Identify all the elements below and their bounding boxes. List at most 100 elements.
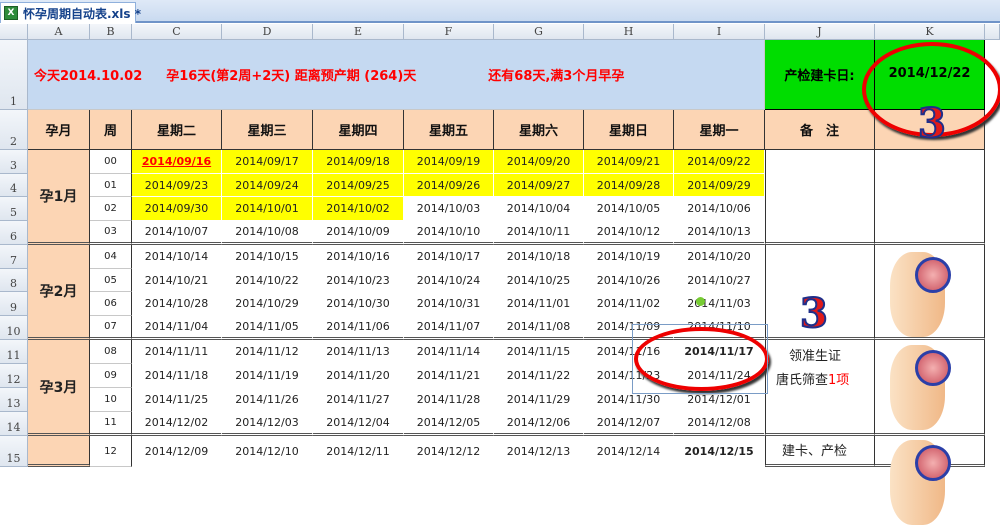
row-header-12[interactable]: 12	[0, 364, 28, 388]
week-cell[interactable]: 01	[90, 174, 132, 197]
image-cell[interactable]	[875, 245, 985, 340]
date-cell[interactable]: 2014/12/05	[404, 412, 494, 436]
date-cell[interactable]: 2014/12/08	[674, 412, 765, 436]
week-cell[interactable]: 05	[90, 269, 132, 292]
week-cell[interactable]: 03	[90, 221, 132, 245]
date-cell[interactable]: 2014/10/19	[584, 245, 674, 269]
row-header-6[interactable]: 6	[0, 221, 28, 245]
date-cell[interactable]: 2014/10/09	[313, 221, 404, 245]
week-cell[interactable]: 11	[90, 412, 132, 436]
date-cell[interactable]: 2014/09/24	[222, 174, 313, 197]
date-cell[interactable]: 2014/10/24	[404, 269, 494, 292]
date-cell[interactable]: 2014/11/15	[494, 340, 584, 364]
column-header-I[interactable]: I	[674, 24, 765, 40]
date-cell[interactable]: 2014/11/19	[222, 364, 313, 388]
date-cell[interactable]: 2014/10/18	[494, 245, 584, 269]
month-cell[interactable]: 孕2月	[28, 245, 90, 340]
date-cell[interactable]: 2014/10/06	[674, 197, 765, 221]
date-cell[interactable]: 2014/11/04	[132, 316, 222, 340]
date-cell[interactable]: 2014/11/27	[313, 388, 404, 412]
date-cell[interactable]: 2014/10/10	[404, 221, 494, 245]
row-header-9[interactable]: 9	[0, 292, 28, 316]
date-cell[interactable]: 2014/10/12	[584, 221, 674, 245]
date-cell[interactable]: 2014/12/04	[313, 412, 404, 436]
date-cell[interactable]: 2014/11/01	[494, 292, 584, 316]
date-cell[interactable]: 2014/10/04	[494, 197, 584, 221]
date-cell[interactable]: 2014/11/22	[494, 364, 584, 388]
date-cell[interactable]: 2014/09/18	[313, 150, 404, 174]
row-header-5[interactable]: 5	[0, 197, 28, 221]
column-header-G[interactable]: G	[494, 24, 584, 40]
card-label[interactable]: 产检建卡日:	[765, 40, 875, 110]
date-cell[interactable]: 2014/10/01	[222, 197, 313, 221]
row-header-7[interactable]: 7	[0, 245, 28, 269]
date-cell[interactable]: 2014/11/05	[222, 316, 313, 340]
date-cell[interactable]: 2014/10/15	[222, 245, 313, 269]
date-cell[interactable]: 2014/11/25	[132, 388, 222, 412]
date-cell[interactable]: 2014/09/22	[674, 150, 765, 174]
month-cell[interactable]: 孕1月	[28, 150, 90, 245]
notes-cell[interactable]	[765, 150, 875, 245]
date-cell[interactable]: 2014/11/08	[494, 316, 584, 340]
date-cell[interactable]: 2014/11/12	[222, 340, 313, 364]
date-cell[interactable]: 2014/12/14	[584, 436, 674, 467]
date-cell[interactable]: 2014/10/03	[404, 197, 494, 221]
row-header-14[interactable]: 14	[0, 412, 28, 436]
column-header-extra[interactable]	[985, 24, 1000, 40]
week-cell[interactable]: 00	[90, 150, 132, 174]
row-header-8[interactable]: 8	[0, 269, 28, 292]
row-header-15[interactable]: 15	[0, 436, 28, 467]
week-cell[interactable]: 04	[90, 245, 132, 269]
date-cell[interactable]: 2014/12/02	[132, 412, 222, 436]
date-cell[interactable]: 2014/11/13	[313, 340, 404, 364]
week-cell[interactable]: 08	[90, 340, 132, 364]
date-cell[interactable]: 2014/11/29	[494, 388, 584, 412]
row-header-2[interactable]: 2	[0, 110, 28, 150]
date-cell[interactable]: 2014/09/30	[132, 197, 222, 221]
date-cell[interactable]: 2014/10/07	[132, 221, 222, 245]
date-cell[interactable]: 2014/10/16	[313, 245, 404, 269]
date-cell[interactable]: 2014/12/06	[494, 412, 584, 436]
date-cell[interactable]: 2014/09/19	[404, 150, 494, 174]
notes-cell[interactable]	[765, 436, 875, 467]
column-header-B[interactable]: B	[90, 24, 132, 40]
column-header-A[interactable]: A	[28, 24, 90, 40]
date-cell[interactable]: 2014/09/20	[494, 150, 584, 174]
date-cell[interactable]: 2014/11/11	[132, 340, 222, 364]
select-all-corner[interactable]	[0, 24, 28, 40]
tab-workbook[interactable]: X 怀孕周期自动表.xls *	[0, 2, 141, 23]
date-cell[interactable]: 2014/09/25	[313, 174, 404, 197]
date-cell[interactable]: 2014/10/27	[674, 269, 765, 292]
column-header-K[interactable]: K	[875, 24, 985, 40]
date-cell[interactable]: 2014/10/11	[494, 221, 584, 245]
date-cell[interactable]: 2014/10/25	[494, 269, 584, 292]
column-header-E[interactable]: E	[313, 24, 404, 40]
date-cell[interactable]: 2014/11/14	[404, 340, 494, 364]
date-cell[interactable]: 2014/09/17	[222, 150, 313, 174]
row-header-1[interactable]: 1	[0, 40, 28, 110]
image-cell[interactable]	[875, 340, 985, 436]
row-header-11[interactable]: 11	[0, 340, 28, 364]
date-cell[interactable]: 2014/09/28	[584, 174, 674, 197]
date-cell[interactable]: 2014/11/09	[584, 316, 674, 340]
date-cell[interactable]: 2014/11/26	[222, 388, 313, 412]
banner[interactable]: 今天2014.10.02 孕16天(第2周+2天) 距离预产期 (264)天 还有6…	[28, 40, 765, 110]
column-header-F[interactable]: F	[404, 24, 494, 40]
date-cell[interactable]: 2014/11/30	[584, 388, 674, 412]
notes-cell[interactable]	[765, 340, 875, 436]
date-cell[interactable]: 2014/12/10	[222, 436, 313, 467]
date-cell[interactable]: 2014/10/08	[222, 221, 313, 245]
date-cell[interactable]: 2014/11/20	[313, 364, 404, 388]
date-cell[interactable]: 2014/09/16	[132, 150, 222, 174]
date-cell[interactable]: 2014/10/22	[222, 269, 313, 292]
week-cell[interactable]: 02	[90, 197, 132, 221]
date-cell[interactable]: 2014/10/20	[674, 245, 765, 269]
date-cell[interactable]: 2014/10/30	[313, 292, 404, 316]
week-cell[interactable]: 10	[90, 388, 132, 412]
date-cell[interactable]: 2014/12/09	[132, 436, 222, 467]
annotation-card-date-ellipse[interactable]	[862, 42, 1000, 137]
date-cell[interactable]: 2014/12/15	[674, 436, 765, 467]
notes-cell[interactable]	[765, 245, 875, 340]
date-cell[interactable]: 2014/10/21	[132, 269, 222, 292]
date-cell[interactable]: 2014/09/29	[674, 174, 765, 197]
